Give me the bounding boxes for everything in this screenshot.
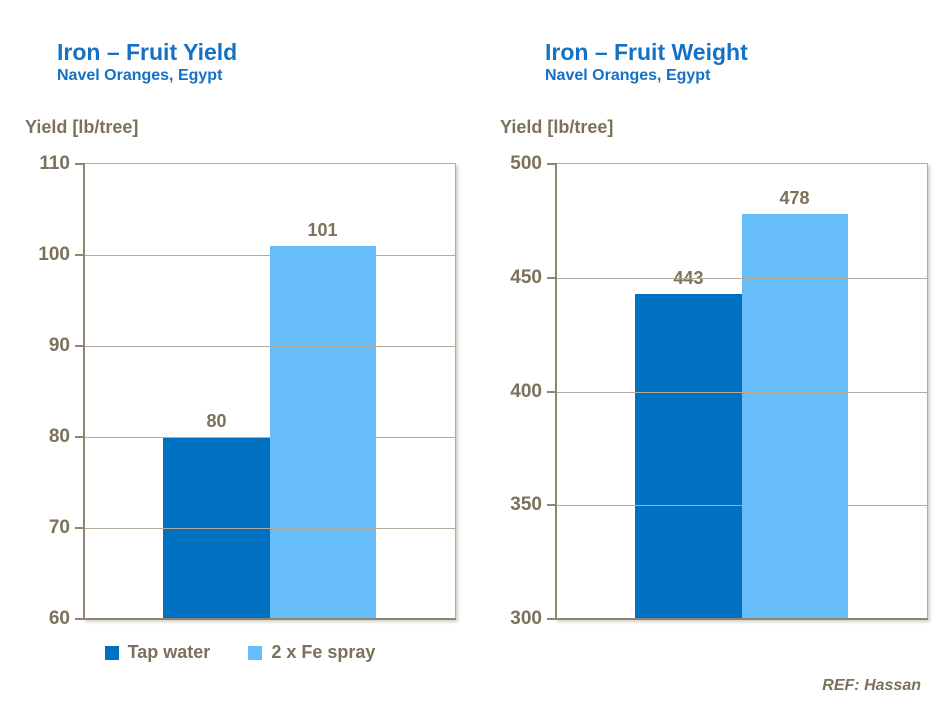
legend: Tap water 2 x Fe spray xyxy=(25,642,455,663)
y-tick-mark xyxy=(75,527,83,529)
bar-value-label: 478 xyxy=(779,188,810,209)
y-tick-label: 70 xyxy=(48,517,70,538)
y-axis-line xyxy=(555,163,557,620)
plot-area: 80 101 110 100 90 80 70 60 xyxy=(38,153,456,629)
bar-group: 443 478 xyxy=(556,164,927,619)
reference-note: REF: Hassan xyxy=(822,677,921,694)
y-tick-label: 450 xyxy=(510,266,542,288)
gridline xyxy=(85,346,455,347)
chart-fruit-weight: Iron – Fruit Weight Navel Oranges, Egypt… xyxy=(497,30,928,629)
legend-swatch-icon xyxy=(104,645,119,660)
bar-value-label: 443 xyxy=(673,267,704,288)
y-tick-label: 110 xyxy=(39,153,70,174)
gridline xyxy=(557,391,927,393)
y-tick-label: 90 xyxy=(48,335,70,356)
legend-item-2-x-fe-spray: 2 x Fe spray xyxy=(248,642,375,663)
gridline xyxy=(85,255,455,256)
gridline xyxy=(85,437,455,438)
legend-item-tap-water: Tap water xyxy=(104,642,211,663)
legend-swatch-icon xyxy=(248,645,263,660)
bar-tap-water: 443 xyxy=(635,268,742,619)
gridline xyxy=(557,277,927,279)
y-tick-mark xyxy=(547,618,555,620)
bar-group: 80 101 xyxy=(84,164,455,619)
y-tick-mark xyxy=(547,504,555,507)
chart-fruit-yield: Iron – Fruit Yield Navel Oranges, Egypt … xyxy=(25,30,456,663)
bar-value-label: 80 xyxy=(206,411,227,431)
y-tick-mark xyxy=(75,436,83,438)
x-axis-line xyxy=(555,618,928,620)
gridline xyxy=(85,528,455,529)
chart-subtitle: Navel Oranges, Egypt xyxy=(57,67,223,84)
y-axis-title: Yield [lb/tree] xyxy=(25,117,139,137)
plot-area: 443 478 500 450 400 350 300 xyxy=(510,153,928,629)
gridline xyxy=(557,505,927,507)
y-tick-label: 500 xyxy=(510,153,542,174)
chart-subtitle: Navel Oranges, Egypt xyxy=(545,67,711,84)
chart-title: Iron – Fruit Yield xyxy=(57,39,238,65)
chart-title: Iron – Fruit Weight xyxy=(545,39,748,65)
y-tick-mark xyxy=(75,618,83,620)
y-tick-mark xyxy=(75,254,83,256)
legend-label: Tap water xyxy=(127,642,211,662)
y-tick-mark xyxy=(547,276,555,279)
x-axis-line xyxy=(83,618,456,620)
y-tick-label: 80 xyxy=(48,426,70,447)
bar-value-label: 101 xyxy=(307,219,338,240)
y-tick-label: 400 xyxy=(510,380,542,402)
y-tick-mark xyxy=(547,390,555,393)
y-tick-mark xyxy=(75,163,83,165)
legend-label: 2 x Fe spray xyxy=(271,642,376,662)
y-tick-mark xyxy=(547,163,555,165)
y-tick-label: 300 xyxy=(510,608,542,629)
y-tick-mark xyxy=(75,345,83,347)
y-tick-label: 350 xyxy=(510,494,542,516)
bar-2-x-fe-spray: 478 xyxy=(741,188,848,619)
y-axis-line xyxy=(83,163,85,620)
y-tick-label: 100 xyxy=(38,244,70,265)
y-axis-title: Yield [lb/tree] xyxy=(500,117,614,137)
y-tick-label: 60 xyxy=(48,608,70,629)
bar-2-x-fe-spray: 101 xyxy=(269,220,376,619)
